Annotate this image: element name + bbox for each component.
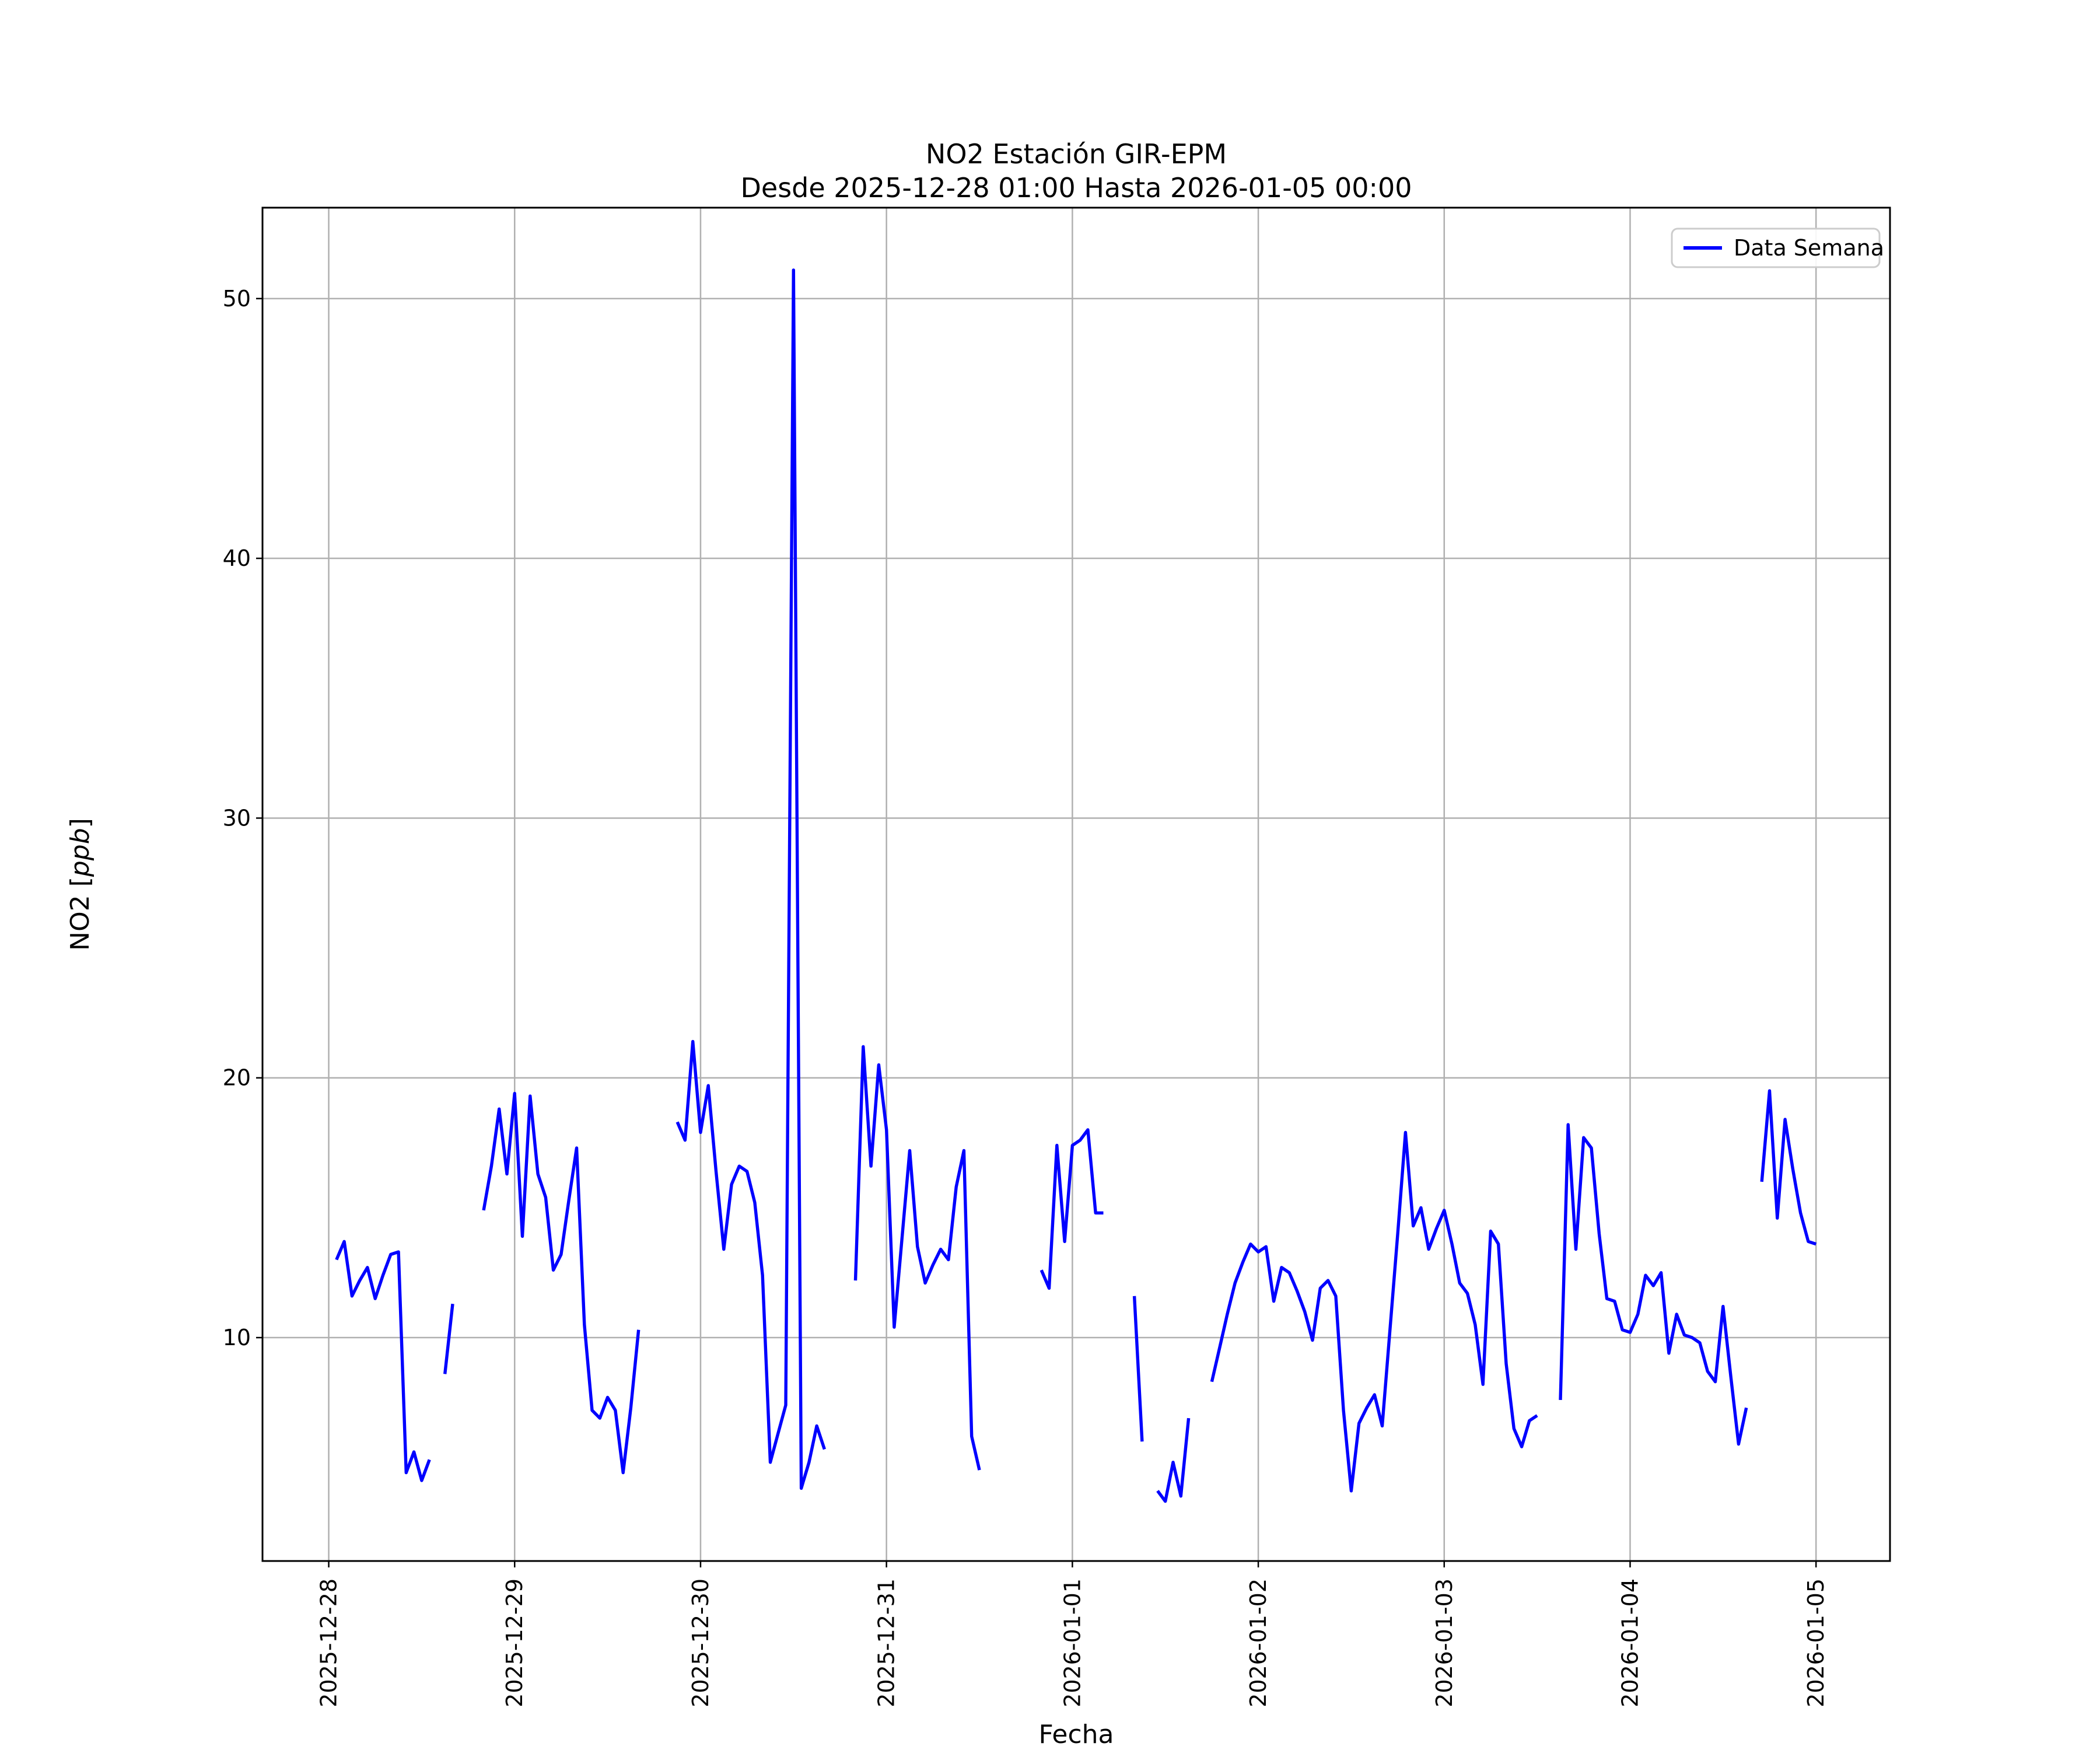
svg-text:2025-12-28: 2025-12-28 (316, 1578, 342, 1707)
tick-marks (256, 298, 1817, 1567)
svg-text:20: 20 (223, 1065, 251, 1091)
svg-text:2026-01-03: 2026-01-03 (1432, 1578, 1457, 1707)
svg-text:2026-01-04: 2026-01-04 (1617, 1578, 1643, 1707)
chart-title-line-1: NO2 Estación GIR-EPM (926, 138, 1227, 170)
svg-text:30: 30 (223, 805, 251, 831)
y-axis-label: NO2 [ppb] (65, 818, 95, 951)
x-axis-label: Fecha (1038, 1720, 1114, 1749)
svg-text:40: 40 (223, 545, 251, 571)
svg-text:10: 10 (223, 1325, 251, 1350)
svg-text:50: 50 (223, 286, 251, 312)
legend: Data Semana (1671, 228, 1884, 268)
data-line (335, 268, 1817, 1503)
svg-text:2026-01-01: 2026-01-01 (1059, 1578, 1085, 1707)
legend-label: Data Semana (1734, 235, 1884, 261)
chart-title-line-2: Desde 2025-12-28 01:00 Hasta 2026-01-05 … (740, 172, 1412, 204)
x-tick-labels: 2025-12-28 2025-12-29 2025-12-30 2025-12-31… (316, 1578, 1829, 1707)
y-tick-labels: 10 20 30 40 50 (223, 286, 251, 1350)
y-gridlines (262, 298, 1890, 1339)
svg-text:2025-12-30: 2025-12-30 (688, 1578, 713, 1707)
plot-frame (261, 206, 1891, 1562)
svg-text:2026-01-02: 2026-01-02 (1245, 1578, 1271, 1707)
x-gridlines (328, 208, 1817, 1561)
legend-box (1671, 228, 1881, 268)
data-line-group (335, 268, 1817, 1503)
svg-text:2026-01-05: 2026-01-05 (1803, 1578, 1829, 1707)
svg-text:2025-12-31: 2025-12-31 (874, 1578, 900, 1707)
svg-text:2025-12-29: 2025-12-29 (502, 1578, 527, 1707)
